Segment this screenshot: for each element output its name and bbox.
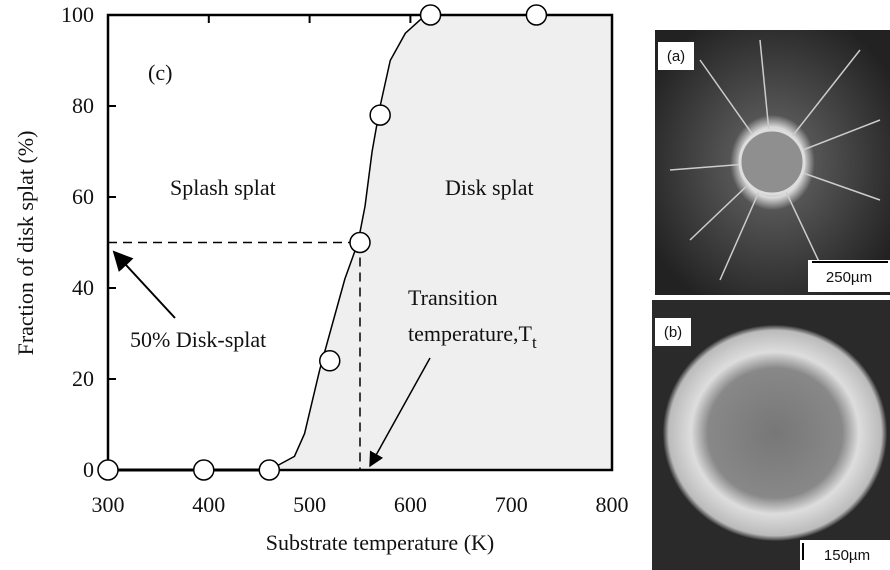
image-label: (a): [667, 48, 685, 65]
splat: [738, 128, 806, 196]
label-box: [658, 42, 694, 70]
annotation: Transition: [408, 285, 498, 310]
x-tick-label: 700: [495, 492, 528, 517]
scale-box: [808, 260, 890, 292]
arrow: [112, 250, 176, 319]
data-point: [525, 4, 548, 26]
label-box: [655, 318, 691, 346]
image-label: (b): [664, 324, 682, 341]
y-axis-label: Fraction of disk splat (%): [13, 131, 38, 356]
arrow: [369, 357, 431, 468]
y-tick-label: 40: [72, 275, 94, 300]
x-tick-label: 300: [92, 492, 125, 517]
plot-frame: [106, 13, 614, 472]
area: [269, 15, 612, 470]
annotation: 50% Disk-splat: [130, 327, 266, 352]
annotation: temperature,Tt: [408, 321, 537, 352]
y-tick-label: 0: [83, 457, 94, 482]
panel-label: (c): [148, 60, 172, 85]
data-point: [369, 104, 391, 126]
x-tick-label: 500: [293, 492, 326, 517]
scale-label: 150µm: [824, 547, 870, 564]
scale-box: [800, 540, 890, 570]
data-point: [319, 350, 341, 372]
annotation-subscript: t: [532, 333, 537, 352]
scale-label: 250µm: [826, 269, 872, 286]
image-panel: (a) 250µm: [655, 30, 890, 295]
annotation: Splash splat: [170, 175, 276, 200]
data-point: [97, 459, 119, 481]
x-tick-label: 800: [596, 492, 629, 517]
plot: 300 400 500 600 700 800 0 20 40 60 80 100: [61, 2, 629, 517]
data-point: [193, 459, 215, 481]
annotation-part: temperature,T: [408, 321, 533, 346]
annotation: Disk splat: [445, 175, 534, 200]
data-point: [258, 459, 281, 481]
image-panel: (b) 150µm: [652, 300, 890, 570]
x-tick-label: 600: [394, 492, 427, 517]
splash-rays: [669, 39, 881, 286]
y-tick-label: 20: [72, 366, 94, 391]
fit-line: [268, 14, 436, 471]
y-tick-label: 80: [72, 93, 94, 118]
data-point: [349, 231, 371, 254]
y-tick-label: 100: [61, 2, 94, 27]
x-axis-label: Substrate temperature (K): [266, 530, 494, 555]
x-tick-label: 400: [192, 492, 225, 517]
splat: [663, 325, 887, 541]
y-tick-label: 60: [72, 184, 94, 209]
data-point: [419, 4, 442, 26]
